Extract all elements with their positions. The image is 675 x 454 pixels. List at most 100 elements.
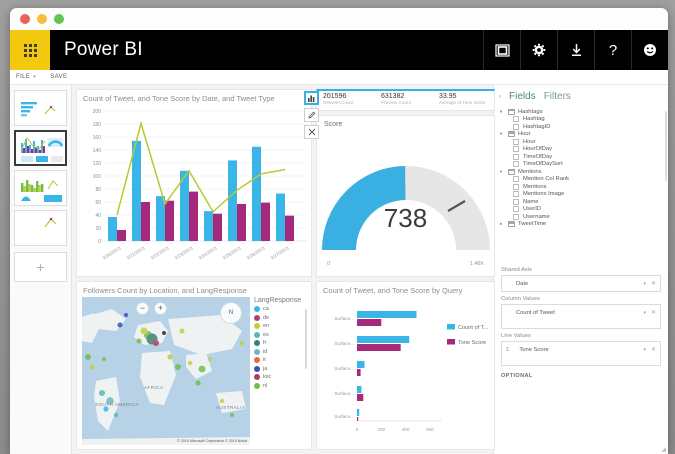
gear-icon[interactable] [520,30,557,70]
svg-text:20: 20 [95,226,101,232]
field-label: TimeOfDay [523,153,553,160]
map-tile[interactable]: Followers Count by Location, and LangRes… [76,281,312,450]
field-checkbox[interactable] [513,123,519,130]
field-checkbox[interactable] [513,161,519,167]
tab-fields[interactable]: Fields [509,91,536,102]
legend-item[interactable]: loic [254,374,309,380]
field-checkbox[interactable] [513,146,519,152]
field-item-hour[interactable]: Hour [513,138,664,145]
legend-color-dot [254,365,260,372]
field-table-mentions[interactable]: ▾ Mentions [500,168,664,175]
field-chip[interactable]: Date ▾ ✕ [506,279,656,288]
file-menu[interactable]: FILE ▾ [16,74,36,80]
field-checkbox[interactable] [513,116,519,122]
minimize-window-icon[interactable] [37,14,47,24]
window-controls[interactable] [20,14,64,24]
field-item-userid[interactable]: UserID [513,206,664,212]
fullscreen-icon[interactable] [483,30,520,70]
svg-text:3/22/2013: 3/22/2013 [150,245,170,260]
chip-chevron-down-icon[interactable]: ▾ [643,280,646,287]
field-checkbox[interactable] [513,198,519,205]
map-legend[interactable]: LangResponse ca de en es fr id it ja loi… [254,297,309,447]
legend-color-dot [254,306,260,312]
field-item-hashtag[interactable]: Hashtag [513,116,664,122]
chip-remove-icon[interactable]: ✕ [650,281,656,287]
field-checkbox[interactable] [513,206,519,212]
legend-item[interactable]: ca [254,306,309,312]
field-item-name[interactable]: Name [513,198,664,205]
field-checkbox[interactable] [513,138,519,145]
field-item-mentions-image[interactable]: Mentions Image [513,191,664,197]
page-thumbnail-2[interactable]: 2 [14,130,67,166]
legend-scrollbar[interactable] [305,309,307,369]
collapse-panel-icon[interactable]: › [499,93,501,100]
field-chip[interactable]: Σ Tone Score ▾ ✕ [506,345,656,354]
map-zoom-out-button[interactable]: − [136,302,149,315]
fields-scrollbar[interactable] [665,111,667,181]
field-checkbox[interactable] [513,213,519,220]
chip-remove-icon[interactable]: ✕ [650,347,656,353]
feedback-smiley-icon[interactable] [631,30,668,70]
field-checkbox[interactable] [513,183,519,190]
field-table-tweettime[interactable]: ▸ TweetTime [500,221,664,227]
download-icon[interactable] [557,30,594,70]
chart-type-icon[interactable] [304,91,319,105]
well-column-values[interactable]: Count of Tweet ▾ ✕ [501,304,661,329]
svg-text:400: 400 [402,427,410,432]
map-canvas[interactable]: − + N AFRICA SOUTH AMERICA AUSTRALIA © 2… [82,297,250,445]
tab-filters[interactable]: Filters [543,91,571,102]
legend-item[interactable]: ja [254,365,309,372]
add-page-button[interactable]: + [14,252,67,282]
field-item-username[interactable]: Username [513,213,664,220]
field-item-hashtagid[interactable]: HashtagID [513,123,664,130]
kpi-card-tile[interactable]: 201596 Retweet Count 631382 Preview Coun… [316,89,495,111]
legend-color-dot [254,374,260,380]
field-checkbox[interactable] [513,176,519,182]
bar-chart-tile[interactable]: Count of Tweet, and Tone Score by Query [316,281,495,450]
page-thumbnail-4[interactable]: 4 [14,210,67,246]
combo-bars-count [108,140,285,241]
field-item-mention-col-rank[interactable]: Mention Col Rank [513,176,664,182]
well-shared-axis[interactable]: Date ▾ ✕ [501,275,661,292]
chip-remove-icon[interactable]: ✕ [650,310,656,316]
legend-item[interactable]: id [254,348,309,355]
page-thumbnail-1[interactable]: 1 [14,90,67,126]
maximize-window-icon[interactable] [54,14,64,24]
field-checkbox[interactable] [513,191,519,197]
chip-chevron-down-icon[interactable]: ▾ [643,309,646,316]
expand-triangle-icon[interactable]: ▾ [500,168,503,174]
legend-item[interactable]: en [254,323,309,329]
field-table-hashtags[interactable]: ▾ Hashtags [500,108,664,115]
fields-list[interactable]: ▾ Hashtags Hashtag HashtagID ▾ [494,107,668,259]
map-compass-icon[interactable]: N [220,302,242,324]
field-item-mentions[interactable]: Mentions [513,183,664,190]
well-line-values[interactable]: Σ Tone Score ▾ ✕ [501,341,661,366]
help-icon[interactable]: ? [594,30,631,70]
svg-text:140: 140 [93,148,102,154]
legend-item[interactable]: fr [254,340,309,346]
gauge-tile[interactable]: 738 0 1.48K [316,115,495,277]
map-zoom-in-button[interactable]: + [154,302,167,315]
save-button[interactable]: SAVE [50,74,68,80]
expand-triangle-icon[interactable]: ▾ [500,131,503,136]
field-item-timeofdaysort[interactable]: TimeOfDaySort [513,161,664,167]
waffle-grid-icon[interactable] [10,30,50,70]
clear-filter-icon[interactable] [304,125,319,139]
field-table-hour[interactable]: ▾ Hour [500,131,664,137]
resize-grip-icon[interactable]: ◢ [661,447,666,453]
legend-item[interactable]: es [254,331,309,338]
field-item-hourofday[interactable]: HourOfDay [513,146,664,152]
page-thumbnail-3[interactable]: 3 [14,170,67,206]
legend-item[interactable]: de [254,314,309,321]
field-chip[interactable]: Count of Tweet ▾ ✕ [506,308,656,317]
edit-pencil-icon[interactable] [304,108,319,122]
close-window-icon[interactable] [20,14,30,24]
legend-item[interactable]: it [254,357,309,363]
chip-chevron-down-icon[interactable]: ▾ [643,346,646,353]
field-checkbox[interactable] [513,153,519,160]
combo-chart-tile[interactable]: Count of Tweet, and Tone Score by Date, … [76,89,312,277]
field-item-timeofday[interactable]: TimeOfDay [513,153,664,160]
expand-triangle-icon[interactable]: ▾ [500,108,503,114]
legend-item[interactable]: nl [254,382,309,389]
expand-triangle-icon[interactable]: ▸ [500,221,503,226]
